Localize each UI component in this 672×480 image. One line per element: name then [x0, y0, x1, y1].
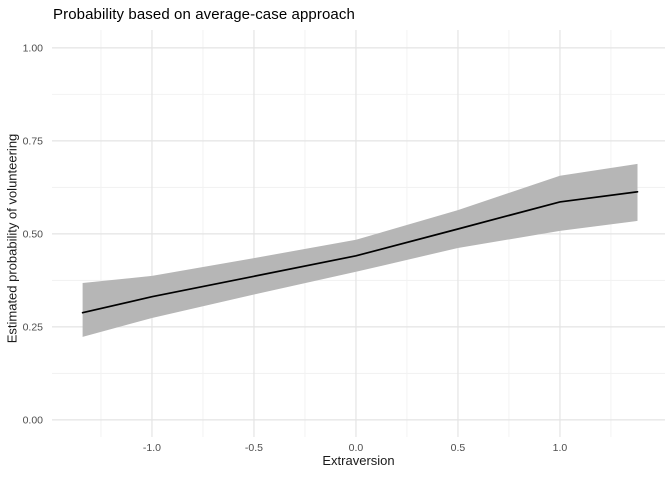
y-axis-title: Estimated probability of volunteering [4, 133, 20, 344]
y-tick-label: 0.00 [23, 414, 44, 426]
x-tick-label: 1.0 [553, 442, 568, 454]
x-tick-label: -1.0 [143, 442, 161, 454]
confidence-band [82, 163, 638, 337]
y-tick-label: 0.50 [23, 228, 44, 240]
x-tick-label: 0.5 [451, 442, 466, 454]
chart-title: Probability based on average-case approa… [53, 6, 355, 23]
x-tick-label: 0.0 [349, 442, 364, 454]
y-tick-label: 0.25 [23, 321, 44, 333]
x-tick-label: -0.5 [245, 442, 263, 454]
fit-line [81, 190, 639, 314]
x-axis-title: Extraversion [322, 453, 395, 468]
y-tick-label: 0.75 [23, 135, 44, 147]
y-tick-label: 1.00 [23, 42, 44, 54]
